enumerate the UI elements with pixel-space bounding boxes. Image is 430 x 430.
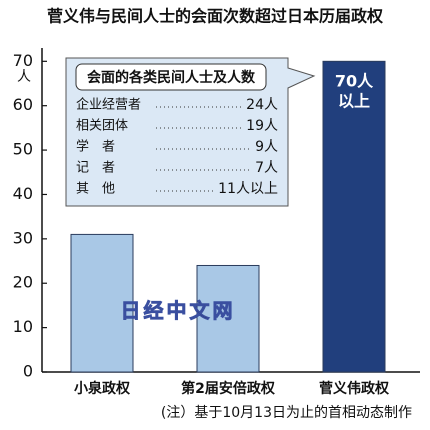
inset-row-value: 7人 <box>255 160 278 176</box>
value-label-line: 以上 <box>338 91 370 110</box>
inset-row-value: 11人以上 <box>218 181 278 197</box>
y-unit: 人 <box>17 69 31 85</box>
inset-row-value: 24人 <box>246 97 278 113</box>
bar <box>70 233 134 373</box>
bar <box>196 264 260 373</box>
inset-row-label: 记 者 <box>76 161 115 176</box>
y-tick-label: 10 <box>13 317 33 336</box>
inset-row-label: 其 他 <box>76 182 115 197</box>
x-tick-label: 第2届安倍政权 <box>181 380 276 397</box>
x-tick-label: 小泉政权 <box>74 380 131 397</box>
y-tick-label: 30 <box>13 228 33 247</box>
y-tick-label: 40 <box>13 184 33 203</box>
chart-title: 菅义伟与民间人士的会面次数超过日本历届政权 <box>47 7 384 26</box>
inset-row-label: 学 者 <box>76 139 115 155</box>
inset-row-label: 相关团体 <box>76 119 128 134</box>
x-tick-label: 菅义伟政权 <box>319 380 390 397</box>
inset-title: 会面的各类民间人士及人数 <box>87 69 256 86</box>
y-tick-label: 50 <box>13 140 33 159</box>
inset-row-value: 9人 <box>255 139 278 155</box>
y-tick-label: 70 <box>13 51 33 70</box>
value-label-line: 70人 <box>335 71 374 90</box>
value-label: 70人以上 <box>335 71 374 110</box>
y-tick-label: 20 <box>13 273 33 292</box>
note: (注）基于10月13日为止的首相动态制作 <box>161 404 412 421</box>
inset-box <box>65 57 316 207</box>
inset-row-value: 19人 <box>246 118 278 134</box>
watermark: 日经中文网 <box>121 299 236 323</box>
y-tick-label: 0 <box>23 362 33 381</box>
bar <box>322 60 386 373</box>
inset-row-label: 企业经营者 <box>76 97 141 113</box>
inset-title-box <box>75 63 267 91</box>
y-tick-label: 60 <box>13 95 33 114</box>
